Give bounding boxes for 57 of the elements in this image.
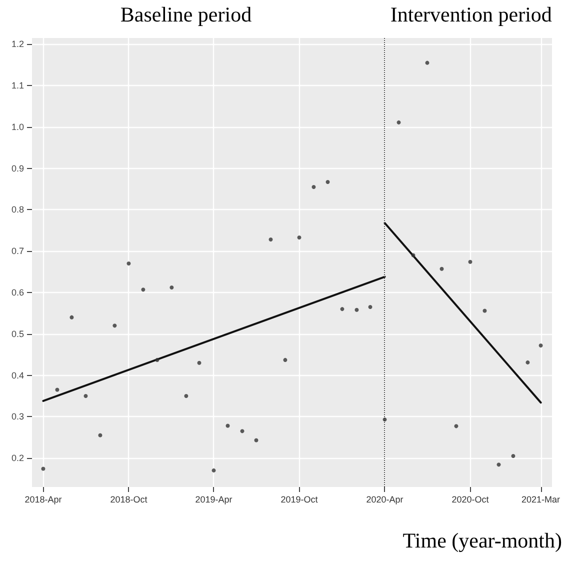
y-tick-label: 0.9	[11, 163, 24, 174]
text: Baseline period	[120, 2, 252, 26]
y-tick-label: 0.6	[11, 288, 24, 298]
y-tick-label: 1.0	[11, 122, 24, 132]
y-tick-label: 0.3	[11, 412, 24, 422]
x-tick-label: 2018-Apr	[24, 494, 62, 504]
point	[297, 235, 302, 240]
point	[226, 424, 230, 428]
point	[283, 358, 288, 362]
point	[41, 466, 46, 471]
x-tick-label: 2020-Oct	[452, 494, 490, 504]
x-tick-label: 2020-Apr	[366, 494, 404, 504]
point	[440, 266, 444, 271]
text: Intervention period	[390, 2, 552, 26]
x-tick-label: 2018-Oct	[110, 494, 148, 504]
point	[98, 433, 102, 438]
x-tick-label: 2019-Oct	[280, 494, 318, 504]
point	[141, 288, 146, 292]
y-tick-label: 1.2	[11, 39, 24, 50]
point	[538, 343, 543, 348]
point	[170, 286, 174, 290]
point	[396, 120, 401, 124]
point	[254, 438, 258, 442]
y-tick-label: 1.1	[11, 80, 24, 91]
point	[496, 462, 501, 467]
point	[240, 429, 244, 434]
x-tick-label: 2021-Mar	[522, 494, 560, 504]
point	[84, 394, 88, 398]
point	[326, 180, 330, 184]
point	[340, 307, 344, 312]
y-tick-label: 0.2	[11, 453, 24, 464]
point	[112, 324, 117, 328]
point	[454, 424, 458, 428]
point	[368, 304, 372, 309]
point	[70, 315, 74, 320]
point	[155, 358, 160, 362]
point	[55, 388, 60, 392]
point	[425, 60, 430, 65]
point	[184, 394, 188, 398]
point	[126, 262, 131, 266]
x-axis-title: Time (year-month)	[402, 528, 562, 552]
point	[312, 184, 316, 189]
point	[482, 308, 487, 313]
y-tick-label: 0.5	[11, 328, 24, 339]
point	[197, 360, 202, 365]
point	[411, 253, 416, 258]
point	[382, 418, 387, 422]
y-tick-label: 0.4	[11, 370, 24, 380]
point	[468, 260, 472, 264]
x-tick-label: 2019-Apr	[195, 494, 232, 504]
y-tick-label: 0.8	[11, 204, 24, 215]
point	[268, 238, 273, 242]
point	[526, 360, 530, 364]
y-tick-label: 0.7	[11, 246, 24, 256]
point	[511, 454, 516, 458]
point	[212, 468, 216, 472]
point	[354, 308, 359, 312]
